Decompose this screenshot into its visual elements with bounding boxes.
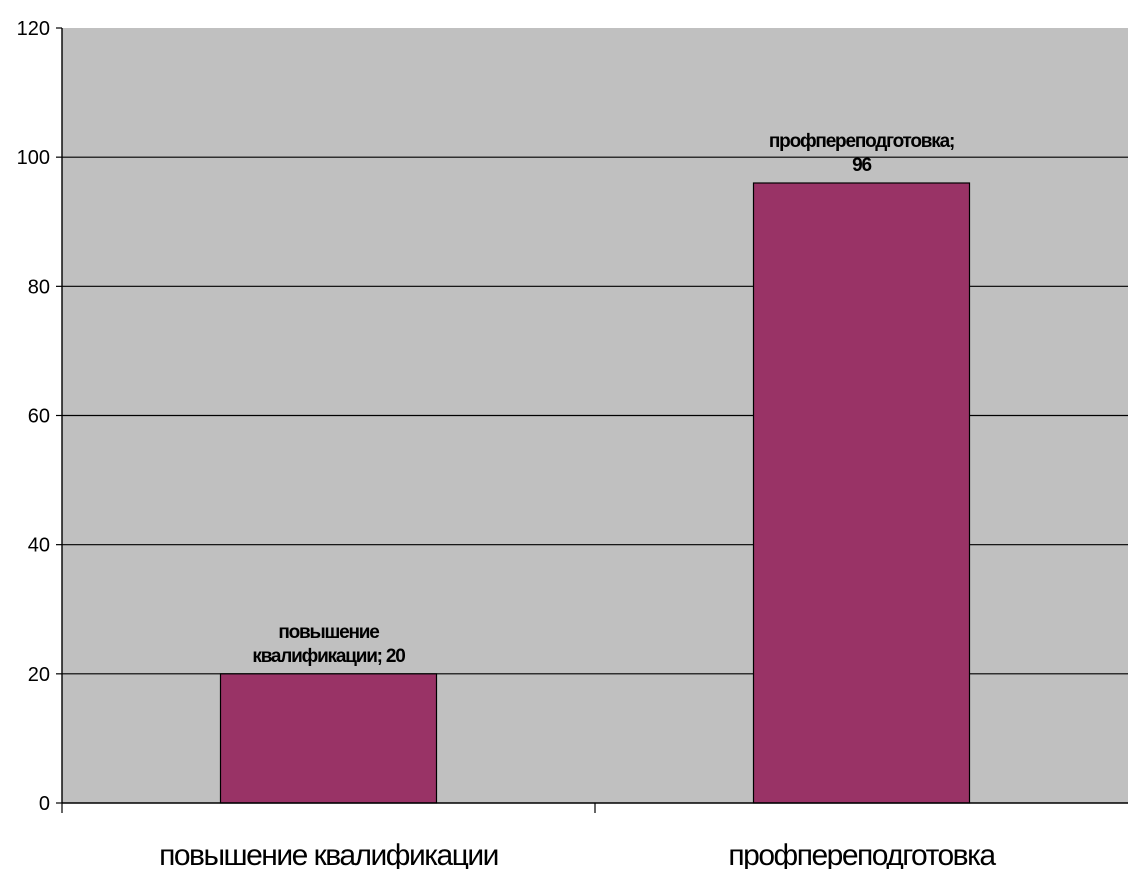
data-label: профпереподготовка; <box>769 131 954 152</box>
bar <box>219 673 438 804</box>
y-tick-label: 20 <box>28 664 50 686</box>
y-tick-label: 40 <box>28 535 50 557</box>
y-tick-label: 100 <box>17 147 50 169</box>
labels: 0 20 40 60 80 100 120 повышение квалификации; 20… <box>17 18 998 872</box>
x-tick-label: повышение квалификации <box>159 839 498 869</box>
y-tick-label: 80 <box>28 276 50 298</box>
y-tick-label: 60 <box>28 406 50 428</box>
bar <box>752 182 971 804</box>
bars <box>219 182 971 804</box>
axes <box>56 27 1128 813</box>
data-label: 96 <box>852 155 871 176</box>
y-tick-label: 120 <box>17 18 50 40</box>
y-tick-label: 0 <box>39 793 50 815</box>
x-tick-label: профпереподготовка <box>728 839 996 869</box>
data-label: повышение <box>278 622 379 643</box>
data-label: квалификации; 20 <box>252 646 405 667</box>
